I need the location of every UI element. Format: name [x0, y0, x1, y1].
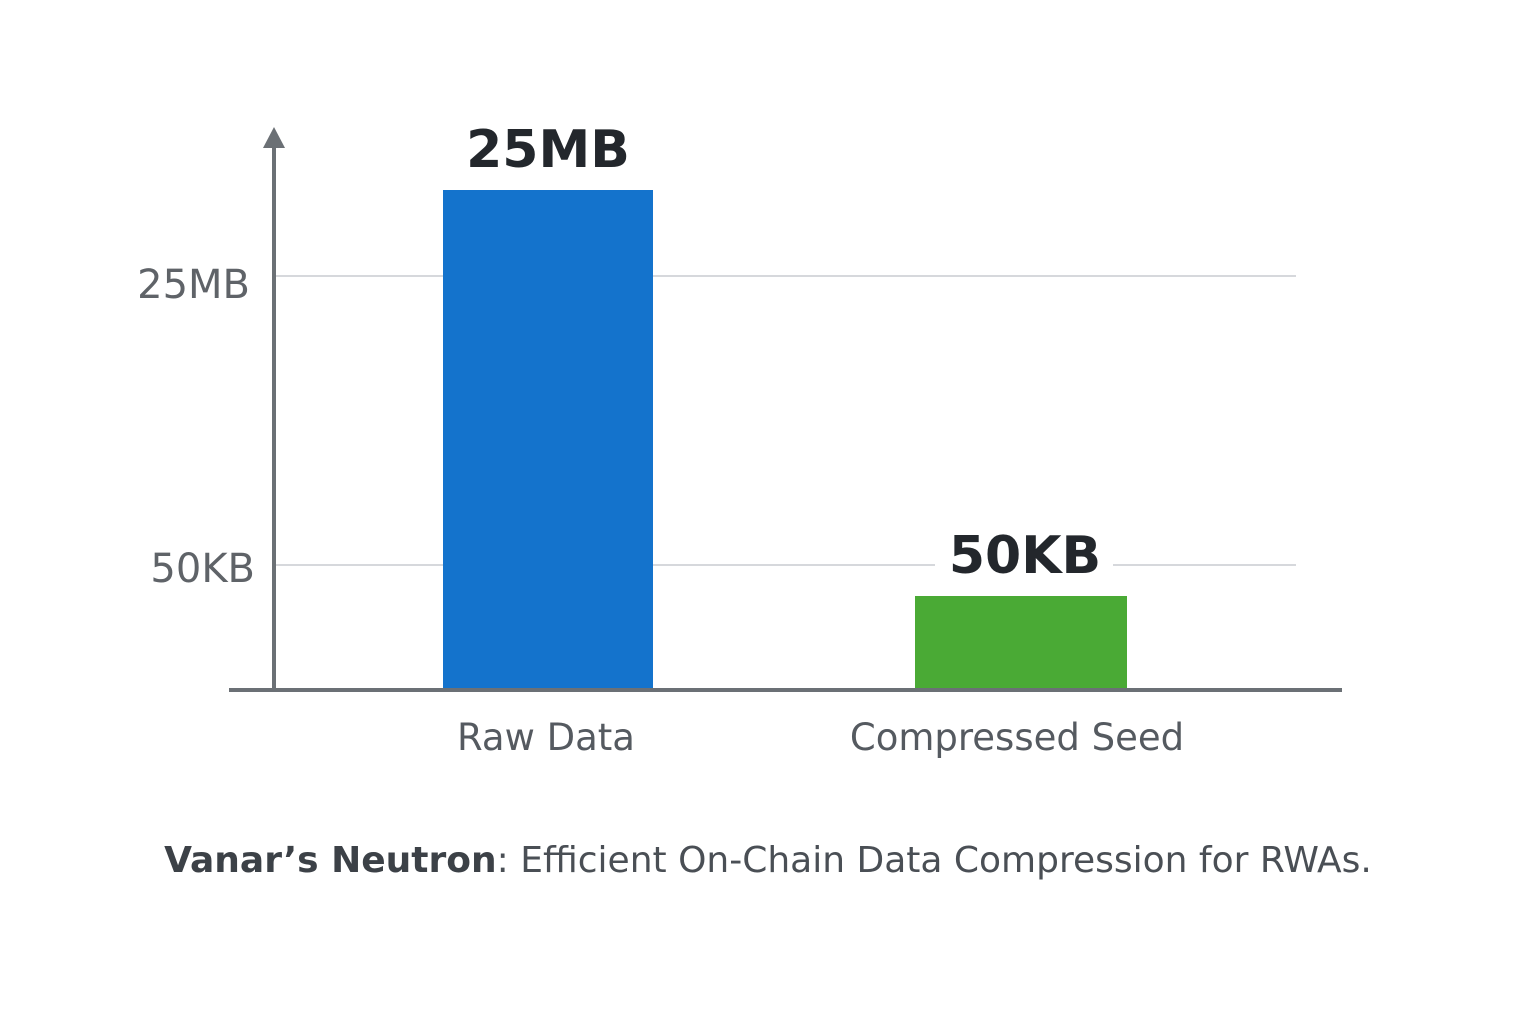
label-backdrop: [935, 540, 1113, 590]
bar-compressed-seed: [915, 596, 1127, 688]
y-tick-label-upper: 25MB: [137, 262, 250, 308]
bar-raw-data: [443, 190, 653, 688]
y-tick-label-lower: 50KB: [150, 546, 255, 592]
x-category-label-compressed-seed: Compressed Seed: [850, 716, 1184, 759]
x-category-label-raw-data: Raw Data: [457, 716, 635, 759]
chart-caption: Vanar’s Neutron: Efficient On-Chain Data…: [0, 840, 1536, 881]
caption-rest-part: : Efficient On-Chain Data Compression fo…: [496, 840, 1372, 881]
data-label-raw-data: 25MB: [466, 120, 630, 180]
y-axis-arrow-icon: [263, 127, 285, 148]
caption-bold-part: Vanar’s Neutron: [164, 840, 497, 881]
data-label-compressed-seed: 50KB: [949, 526, 1101, 586]
